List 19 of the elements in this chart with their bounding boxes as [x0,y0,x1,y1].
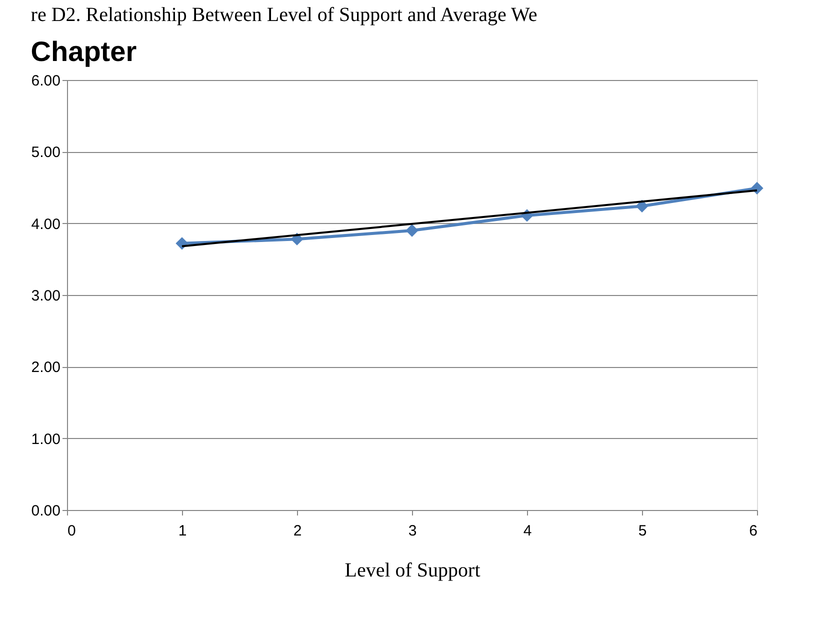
y-tick-label: 2.00 [31,359,60,376]
x-tick-label: 1 [178,522,187,540]
text: re D2. Relationship Between Level of Support and Average We [30,4,538,26]
y-tick-label: 4.00 [31,216,60,233]
chart-title: Chapter [30,36,137,67]
x-tick-label: 0 [68,522,76,540]
y-tick-label: 6.00 [31,72,60,90]
x-tick-label: 6 [749,522,758,540]
y-tick-label: 3.00 [31,288,60,304]
point [406,224,418,237]
point [750,182,764,195]
y-tick-label: 0.00 [31,502,60,520]
x-axis-title: Level of Support [344,560,481,582]
x-tick-label: 3 [408,522,417,540]
x-tick-label: 4 [523,522,532,540]
x-tick-label: 5 [638,522,647,540]
y-tick-label: 5.00 [31,144,60,162]
x-tick-label: 2 [293,522,302,540]
y-tick-label: 1.00 [31,430,60,448]
